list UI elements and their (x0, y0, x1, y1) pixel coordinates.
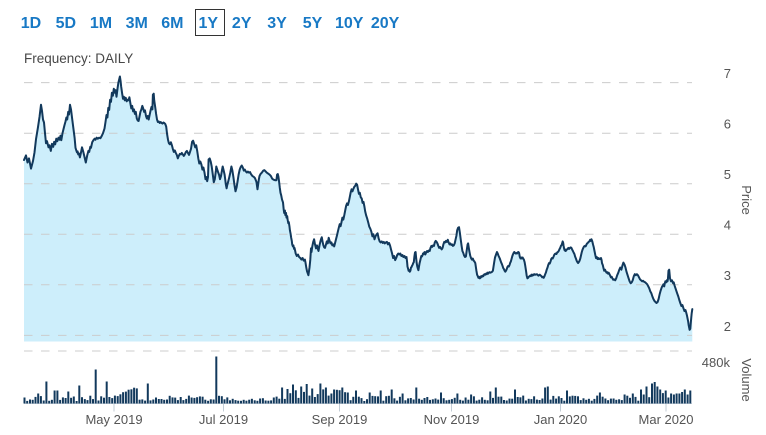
svg-text:Volume: Volume (739, 358, 754, 401)
svg-text:Mar 2020: Mar 2020 (639, 412, 694, 427)
svg-text:5: 5 (724, 167, 731, 182)
svg-text:Jul 2019: Jul 2019 (199, 412, 248, 427)
svg-text:Jan 2020: Jan 2020 (534, 412, 588, 427)
svg-text:Price: Price (739, 185, 754, 215)
svg-text:6: 6 (724, 117, 731, 132)
svg-text:7: 7 (724, 66, 731, 81)
svg-text:3: 3 (724, 268, 731, 283)
svg-text:4: 4 (724, 218, 731, 233)
svg-text:May 2019: May 2019 (85, 412, 142, 427)
svg-text:Sep 2019: Sep 2019 (312, 412, 368, 427)
svg-text:Nov 2019: Nov 2019 (424, 412, 480, 427)
svg-text:480k: 480k (702, 355, 731, 370)
svg-text:2: 2 (724, 319, 731, 334)
